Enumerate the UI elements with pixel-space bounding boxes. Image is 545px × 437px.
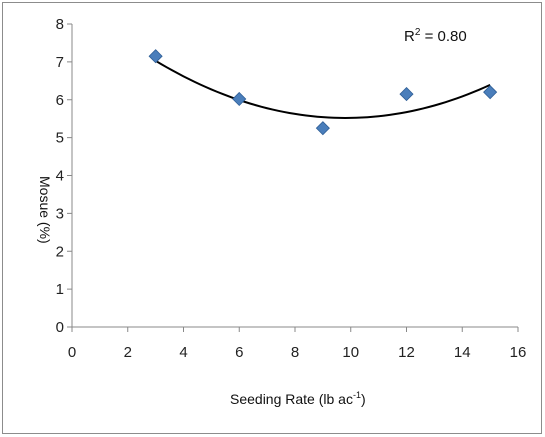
x-tick-label: 0 <box>68 344 76 361</box>
y-tick-label: 1 <box>56 281 64 298</box>
x-tick-label: 4 <box>179 344 187 361</box>
data-point <box>399 87 414 102</box>
y-tick-label: 5 <box>56 130 64 147</box>
trendline <box>155 59 491 119</box>
y-tick-label: 7 <box>56 54 64 71</box>
r-squared-label: R2 = 0.80 <box>404 27 467 45</box>
x-ticks: 0 2 4 6 8 10 12 14 16 <box>68 327 527 361</box>
x-tick-label: 8 <box>291 344 299 361</box>
y-tick-label: 0 <box>56 319 64 336</box>
y-ticks: 0 1 2 3 4 5 6 7 8 <box>56 16 72 336</box>
chart-frame <box>2 2 542 434</box>
y-tick-label: 8 <box>56 16 64 33</box>
y-tick-label: 6 <box>56 92 64 109</box>
y-tick-label: 4 <box>56 168 64 185</box>
data-point <box>148 49 163 64</box>
x-tick-label: 2 <box>124 344 132 361</box>
data-point <box>232 91 247 107</box>
x-tick-label: 6 <box>235 344 243 361</box>
data-point <box>483 85 498 100</box>
y-tick-label: 3 <box>56 205 64 222</box>
y-axis-title: Mosue (%) <box>37 176 53 244</box>
x-tick-label: 10 <box>342 344 359 361</box>
data-point <box>315 121 330 136</box>
x-tick-label: 12 <box>398 344 415 361</box>
x-axis-title: Seeding Rate (lb ac-1) <box>230 390 366 407</box>
x-tick-label: 14 <box>454 344 471 361</box>
y-tick-label: 2 <box>56 243 64 260</box>
data-points <box>148 49 498 136</box>
x-tick-label: 16 <box>510 344 527 361</box>
